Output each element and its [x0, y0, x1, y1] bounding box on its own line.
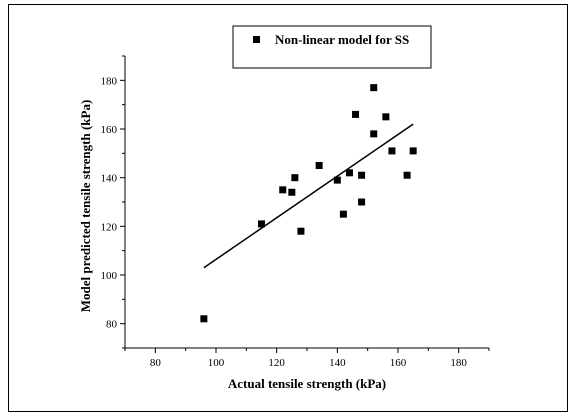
y-tick-label: 140 — [101, 173, 118, 185]
data-point — [288, 188, 296, 196]
y-tick-label: 180 — [101, 75, 118, 87]
data-point — [279, 186, 287, 194]
data-point — [388, 147, 396, 155]
chart-frame — [8, 4, 568, 412]
data-point — [200, 315, 208, 323]
axes — [124, 56, 489, 349]
x-axis-label: Actual tensile strength (kPa) — [228, 376, 386, 391]
legend: Non-linear model for SS — [232, 25, 432, 69]
fit-line-group — [203, 123, 414, 269]
x-tick-label: 100 — [208, 357, 225, 369]
data-points — [200, 84, 417, 323]
x-tick-label: 140 — [329, 357, 346, 369]
y-tick-label: 160 — [101, 124, 118, 136]
data-point — [382, 113, 390, 121]
data-point — [403, 171, 411, 179]
x-tick-label: 160 — [390, 357, 407, 369]
legend-label: Non-linear model for SS — [275, 32, 409, 47]
data-point — [358, 171, 366, 179]
data-point — [345, 169, 353, 177]
y-tick-label: 80 — [106, 319, 118, 331]
ticks: 80 100 120 140 160 180 80 100 120 140 160 180 — [101, 55, 490, 369]
legend-marker — [253, 36, 260, 43]
data-point — [339, 210, 347, 218]
data-point — [258, 220, 265, 228]
data-point — [333, 176, 341, 184]
data-point — [315, 162, 323, 169]
data-point — [352, 110, 360, 118]
y-tick-label: 120 — [101, 221, 118, 233]
y-axis-label: Model predicted tensile strength (kPa) — [78, 100, 93, 313]
data-point — [409, 147, 417, 155]
data-point — [291, 174, 299, 182]
legend-box — [232, 25, 432, 69]
fit-line — [203, 123, 414, 269]
x-tick-label: 120 — [268, 357, 285, 369]
data-point — [297, 227, 305, 235]
x-tick-label: 180 — [450, 357, 467, 369]
data-point — [370, 130, 378, 138]
data-point — [370, 84, 378, 92]
y-tick-label: 100 — [101, 270, 118, 282]
data-point — [358, 198, 366, 206]
x-tick-label: 80 — [150, 357, 162, 369]
